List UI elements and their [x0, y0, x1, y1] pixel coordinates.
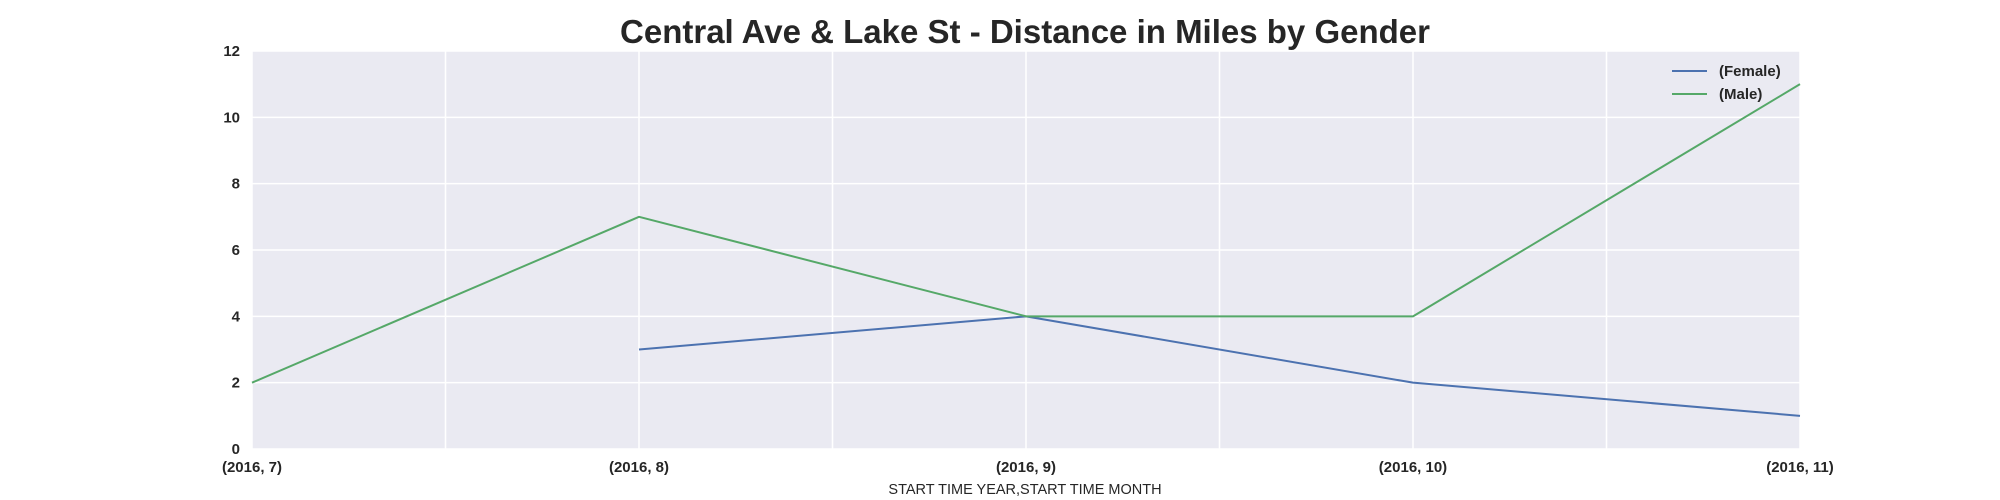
x-tick-label: (2016, 11): [1766, 459, 1834, 476]
chart-title: Central Ave & Lake St - Distance in Mile…: [620, 13, 1430, 50]
x-axis-ticks: (2016, 7) (2016, 8) (2016, 9) (2016, 10) (20…: [222, 459, 1834, 476]
y-tick-label: 2: [232, 375, 240, 392]
y-tick-label: 12: [223, 43, 240, 60]
x-tick-label: (2016, 7): [222, 459, 282, 476]
y-tick-label: 8: [232, 176, 240, 193]
y-tick-label: 10: [223, 109, 240, 126]
y-tick-label: 6: [232, 242, 240, 259]
y-tick-label: 4: [232, 308, 241, 325]
x-axis-label: START TIME YEAR,START TIME MONTH: [888, 482, 1161, 498]
series-lines: [251, 83, 1801, 417]
legend: (Female) (Male): [1672, 63, 1781, 103]
legend-label-female: (Female): [1719, 63, 1781, 80]
series-line-female: [638, 315, 1801, 417]
series-line-male: [251, 83, 1801, 384]
y-tick-label: 0: [232, 441, 240, 458]
y-axis-ticks: 0 2 4 6 8 10 12: [223, 43, 240, 458]
x-tick-label: (2016, 10): [1379, 459, 1447, 476]
x-tick-label: (2016, 8): [609, 459, 669, 476]
legend-label-male: (Male): [1719, 86, 1762, 103]
x-tick-label: (2016, 9): [996, 459, 1056, 476]
